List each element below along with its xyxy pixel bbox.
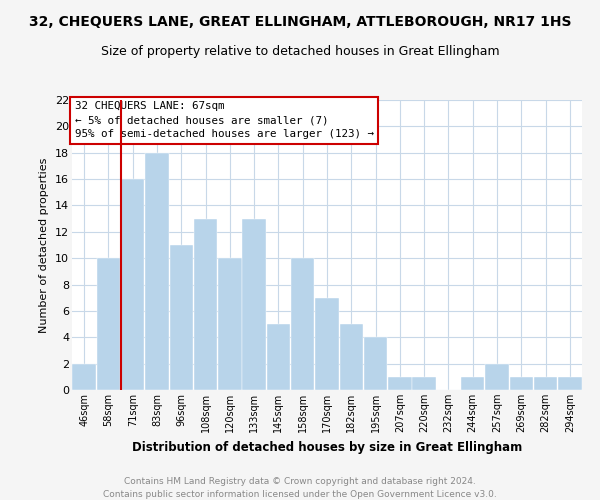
Bar: [266, 324, 290, 390]
Text: Size of property relative to detached houses in Great Ellingham: Size of property relative to detached ho…: [101, 45, 499, 58]
Bar: [145, 152, 169, 390]
Bar: [388, 377, 412, 390]
Bar: [170, 245, 193, 390]
Bar: [121, 179, 145, 390]
Bar: [73, 364, 96, 390]
Bar: [242, 218, 266, 390]
Bar: [194, 218, 217, 390]
Bar: [364, 338, 388, 390]
Bar: [291, 258, 314, 390]
Text: 32 CHEQUERS LANE: 67sqm
← 5% of detached houses are smaller (7)
95% of semi-deta: 32 CHEQUERS LANE: 67sqm ← 5% of detached…: [74, 102, 374, 140]
Bar: [534, 377, 557, 390]
X-axis label: Distribution of detached houses by size in Great Ellingham: Distribution of detached houses by size …: [132, 440, 522, 454]
Bar: [558, 377, 581, 390]
Bar: [340, 324, 363, 390]
Bar: [485, 364, 509, 390]
Bar: [412, 377, 436, 390]
Bar: [218, 258, 242, 390]
Text: 32, CHEQUERS LANE, GREAT ELLINGHAM, ATTLEBOROUGH, NR17 1HS: 32, CHEQUERS LANE, GREAT ELLINGHAM, ATTL…: [29, 15, 571, 29]
Y-axis label: Number of detached properties: Number of detached properties: [40, 158, 49, 332]
Bar: [461, 377, 484, 390]
Text: Contains public sector information licensed under the Open Government Licence v3: Contains public sector information licen…: [103, 490, 497, 499]
Text: Contains HM Land Registry data © Crown copyright and database right 2024.: Contains HM Land Registry data © Crown c…: [124, 478, 476, 486]
Bar: [509, 377, 533, 390]
Bar: [97, 258, 120, 390]
Bar: [315, 298, 339, 390]
